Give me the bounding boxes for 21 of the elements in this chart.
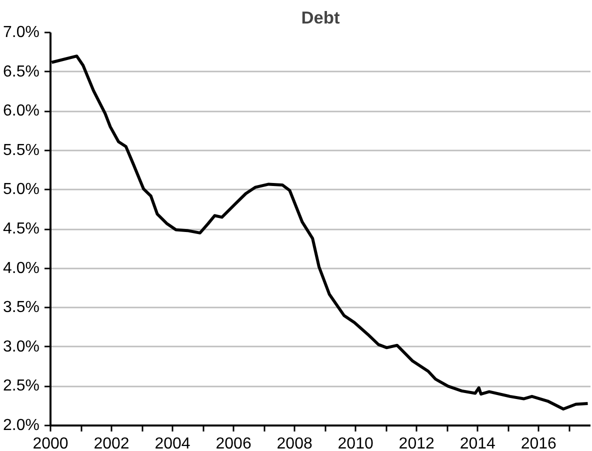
x-tick-label: 2008	[276, 436, 312, 451]
y-tick-label: 2.0%	[3, 417, 40, 434]
x-tick-label: 2012	[398, 436, 434, 451]
x-tick-label: 2004	[154, 436, 190, 451]
y-tick-label: 3.5%	[3, 299, 40, 316]
y-tick-label: 7.0%	[3, 24, 40, 41]
y-tick-label: 5.0%	[3, 181, 40, 198]
x-tick-label: 2016	[520, 436, 557, 451]
y-tick-label: 6.5%	[3, 63, 40, 80]
y-tick-label: 4.5%	[3, 220, 40, 238]
y-tick-label: 4.0%	[3, 260, 40, 277]
x-tick-label: 2002	[94, 436, 130, 451]
y-tick-label: 5.5%	[3, 142, 40, 159]
x-tick-label: 2006	[216, 436, 252, 451]
y-tick-label: 6.0%	[3, 102, 40, 120]
y-tick-label: 2.5%	[3, 378, 40, 395]
x-tick-label: 2000	[32, 436, 68, 451]
x-tick-label: 2010	[338, 436, 374, 451]
y-tick-label: 3.0%	[3, 338, 40, 356]
x-tick-label: 2014	[460, 436, 496, 451]
chart-title: Debt	[301, 8, 340, 28]
